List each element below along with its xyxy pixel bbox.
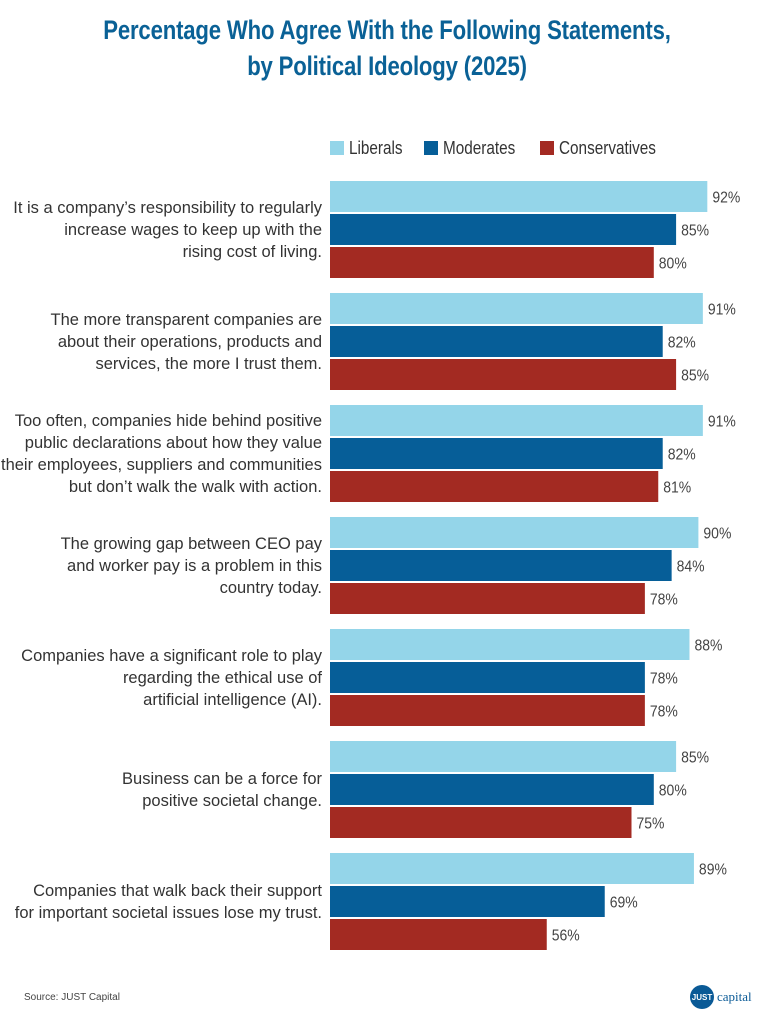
category-label-line: Business can be a force for [122,769,322,788]
bar-moderates [330,214,677,245]
bar-liberals [330,853,694,884]
legend-label-conservatives: Conservatives [559,137,657,158]
just-capital-logo: JUST capital [690,985,752,1009]
chart-title-line-1: Percentage Who Agree With the Following … [103,15,671,45]
category-label-line: It is a company’s responsibility to regu… [13,198,322,217]
category-label-line: and worker pay is a problem in this [67,556,322,575]
category-label-line: for important societal issues lose my tr… [14,903,322,922]
data-label: 69% [610,895,638,912]
legend-swatch-conservatives [540,141,555,155]
bar-moderates [330,438,663,469]
category-label: Companies that walk back their support fo… [0,880,322,924]
bar-conservatives [330,247,654,278]
bar-liberals [330,181,708,212]
category-label-line: about their operations, products and [57,332,322,351]
category-label-line: The growing gap between CEO pay [60,534,322,553]
category-label-line: increase wages to keep up with the [64,220,322,239]
bar-liberals [330,517,699,548]
category-label-line: public declarations about how they value [24,433,322,452]
category-label-line: Too often, companies hide behind positiv… [14,411,322,430]
category-label-line: Companies have a significant role to pla… [21,646,322,665]
bar-conservatives [330,919,547,950]
category-label-line: rising cost of living. [182,242,322,261]
bar-liberals [330,629,690,660]
category-label-line: their employees, suppliers and communiti… [1,455,322,474]
legend-label-liberals: Liberals [349,137,403,158]
category-label: Business can be a force for positive soci… [0,768,322,812]
legend-label-moderates: Moderates [443,137,516,158]
category-label: The more transparent companies are about … [0,309,322,375]
data-label: 78% [650,592,678,609]
data-label: 91% [708,302,736,319]
data-label: 88% [694,638,722,655]
bar-liberals [330,741,677,772]
bar-moderates [330,774,654,805]
category-label-line: country today. [219,578,322,597]
bar-moderates [330,662,645,693]
data-label: 81% [663,480,691,497]
chart-title-line-2: by Political Ideology (2025) [247,51,527,81]
category-label-line: services, the more I trust them. [95,354,323,373]
bar-moderates [330,326,663,357]
source-note: Source: JUST Capital [24,992,120,1003]
legend-item-moderates: Moderates [424,138,528,159]
category-label: Companies have a significant role to pla… [0,645,322,711]
legend-swatch-moderates [424,141,439,155]
chart-title: Percentage Who Agree With the Following … [70,12,705,84]
bar-conservatives [330,359,677,390]
data-label: 85% [681,223,709,240]
category-label-line: Companies that walk back their support [33,881,322,900]
data-label: 91% [708,414,736,431]
logo-mark: JUST [690,985,714,1009]
legend-swatch-liberals [330,141,344,155]
bar-conservatives [330,807,632,838]
category-label: It is a company’s responsibility to regu… [0,197,322,263]
data-label: 78% [650,671,678,688]
data-label: 82% [668,335,696,352]
data-label: 85% [681,750,709,767]
bar-liberals [330,405,703,436]
bar-moderates [330,886,605,917]
category-label-line: regarding the ethical use of [122,668,322,687]
data-label: 82% [668,447,696,464]
bar-moderates [330,550,672,581]
bar-conservatives [330,583,645,614]
data-label: 78% [650,704,678,721]
data-label: 90% [703,526,731,543]
bar-liberals [330,293,703,324]
category-label: The growing gap between CEO pay and worke… [0,533,322,599]
category-label-line: but don’t walk the walk with action. [68,477,322,496]
logo-wordmark: capital [717,989,752,1004]
category-label-line: artificial intelligence (AI). [143,690,322,709]
data-label: 85% [681,368,709,385]
bar-conservatives [330,471,659,502]
data-label: 84% [677,559,705,576]
data-label: 80% [659,783,687,800]
data-label: 80% [659,256,687,273]
data-label: 89% [699,862,727,879]
category-label-line: The more transparent companies are [50,310,322,329]
legend: Liberals Moderates Conservatives [330,137,685,159]
category-label: Too often, companies hide behind positiv… [0,410,322,498]
legend-item-conservatives: Conservatives [540,138,673,159]
data-label: 56% [552,928,580,945]
bar-conservatives [330,695,645,726]
category-label-line: positive societal change. [142,791,322,810]
legend-item-liberals: Liberals [330,138,412,159]
data-label: 92% [712,190,740,207]
data-label: 75% [636,816,664,833]
